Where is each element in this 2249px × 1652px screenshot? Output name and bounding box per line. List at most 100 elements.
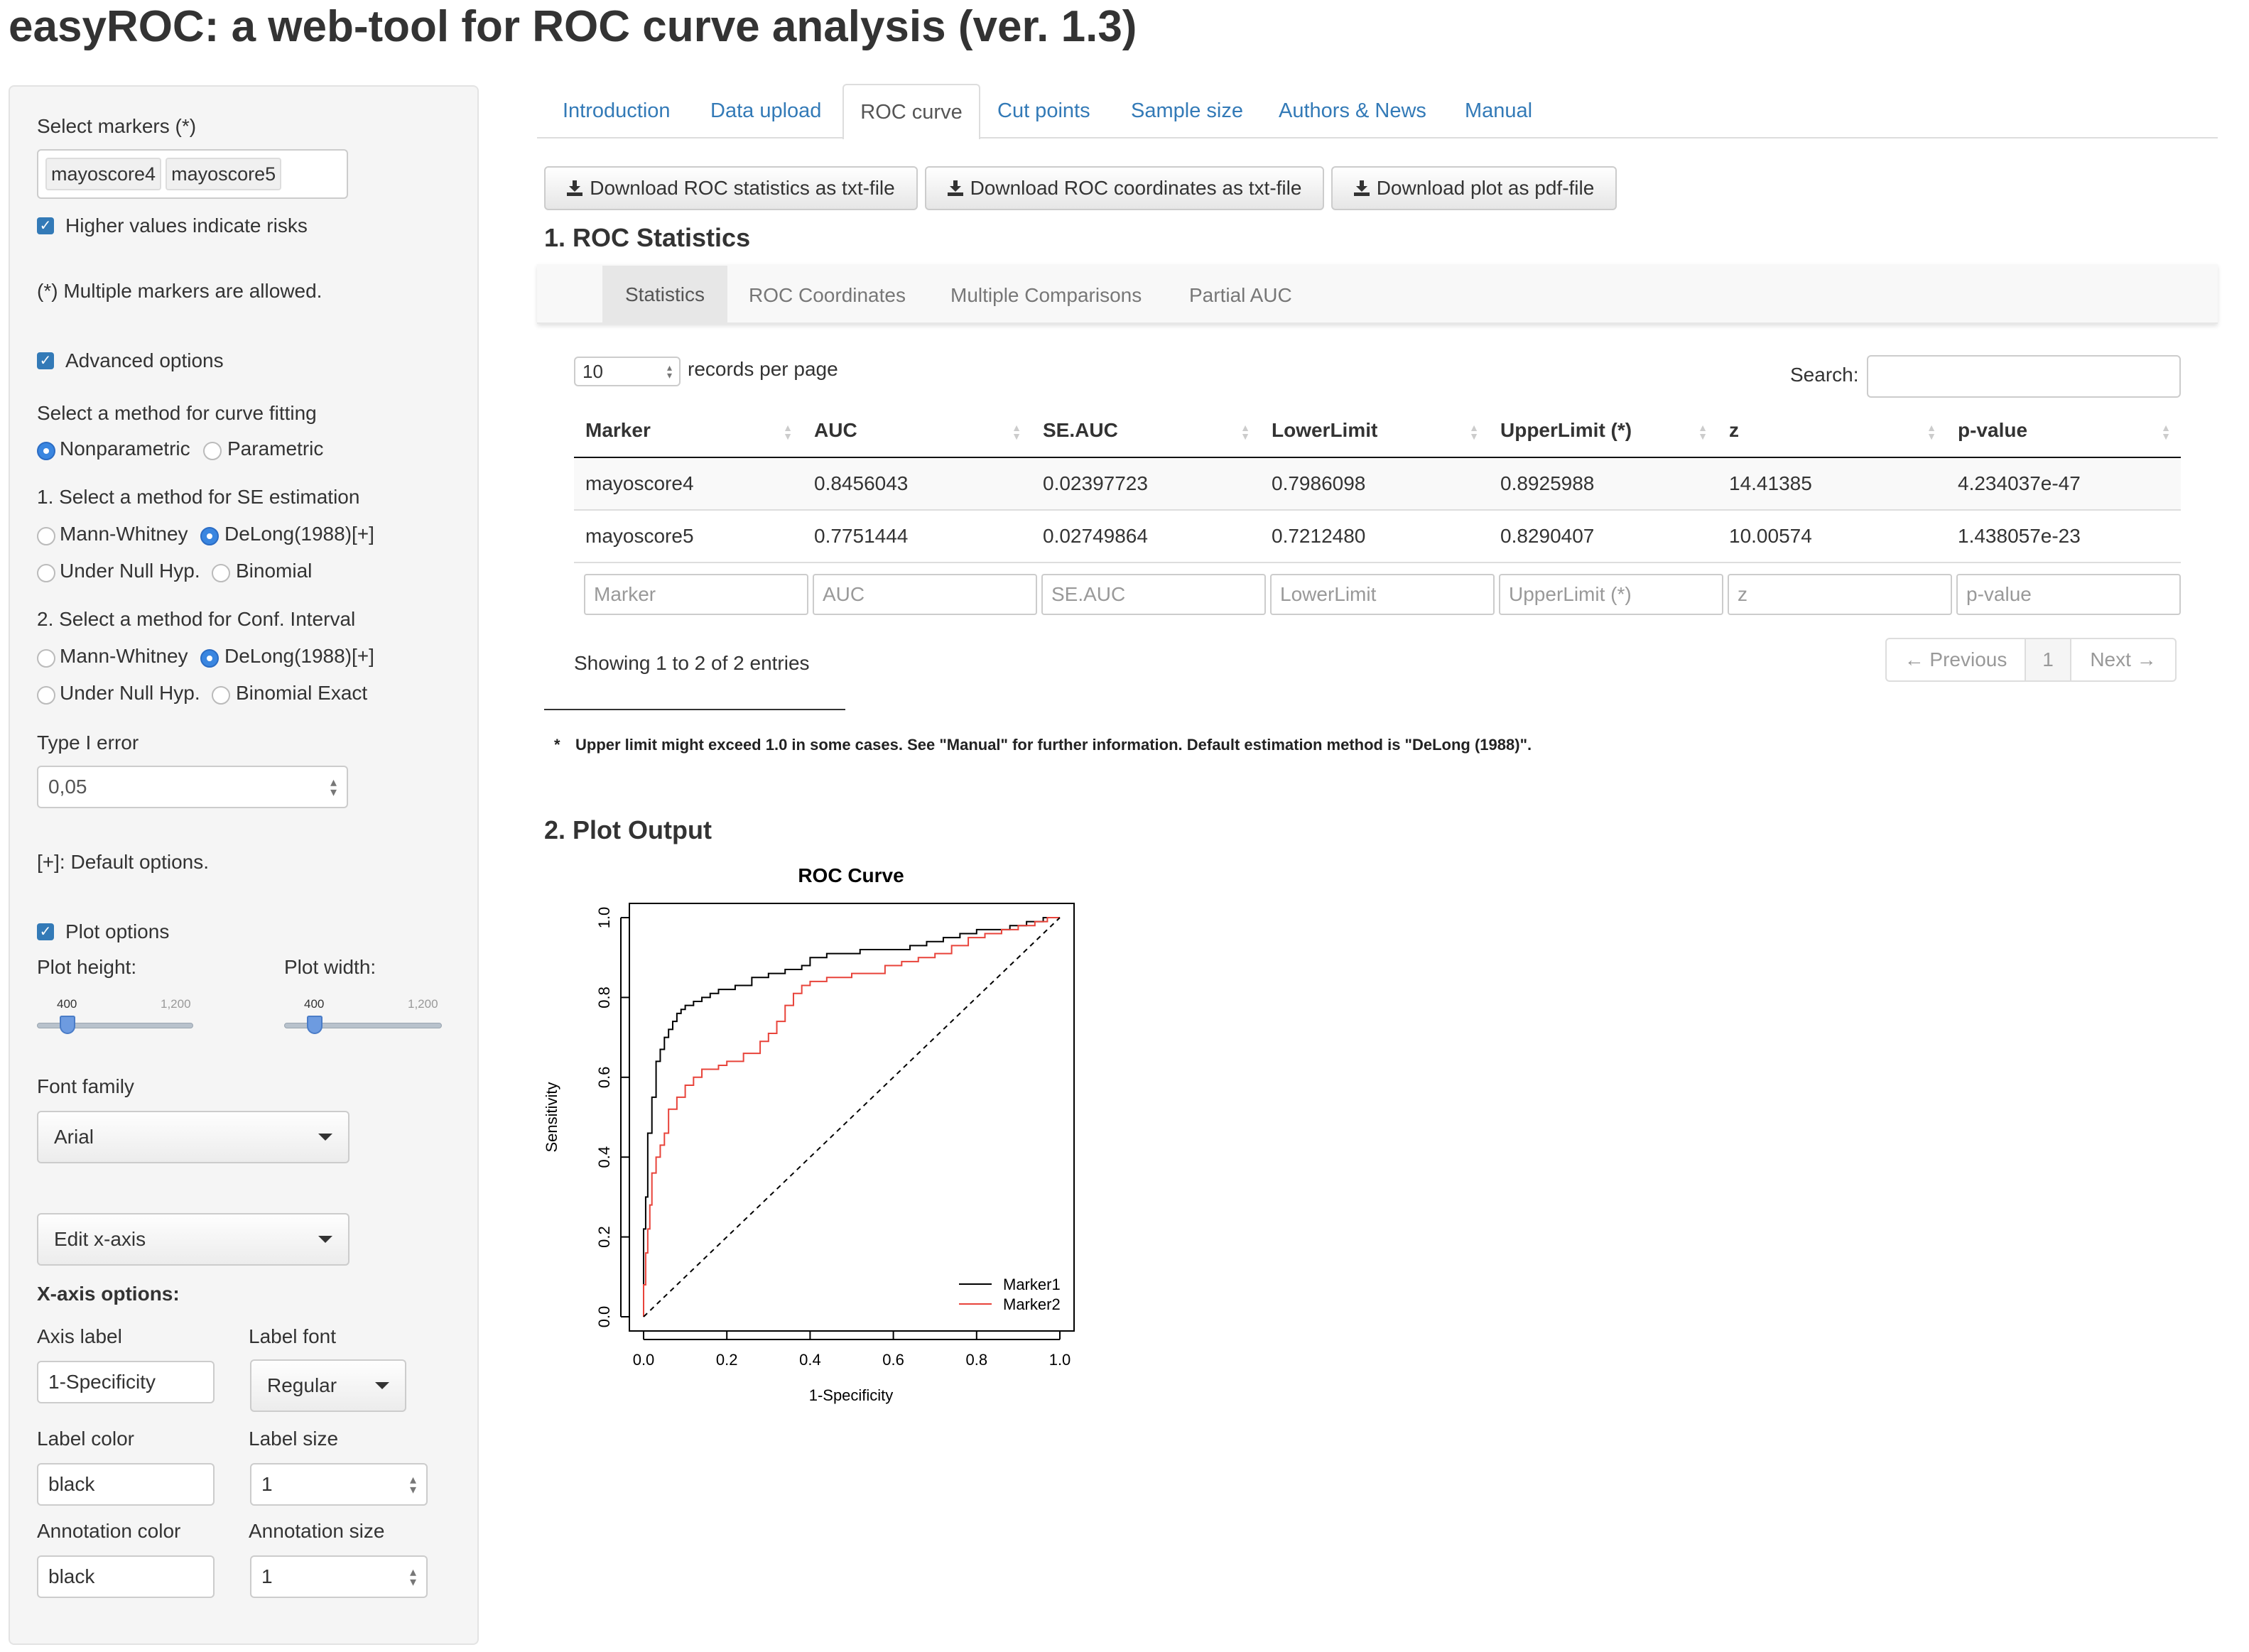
filter-auc-input[interactable]: AUC bbox=[813, 574, 1037, 615]
se-null-hyp-radio[interactable] bbox=[37, 564, 55, 582]
table-cell: mayoscore5 bbox=[574, 510, 803, 563]
table-row: mayoscore5 0.7751444 0.02749864 0.721248… bbox=[574, 510, 2181, 563]
tab-introduction[interactable]: Introduction bbox=[563, 99, 671, 122]
next-page-button[interactable]: Next → bbox=[2090, 648, 2157, 670]
records-per-page-select[interactable]: 10 ▴ ▾ bbox=[574, 357, 681, 386]
subtab-statistics[interactable]: Statistics bbox=[602, 266, 727, 324]
column-header-z[interactable]: z ▲ ▼ bbox=[1718, 403, 1946, 458]
search-input[interactable] bbox=[1867, 355, 2181, 398]
x-tick-label: 0.0 bbox=[633, 1351, 655, 1369]
tab-data-upload[interactable]: Data upload bbox=[710, 99, 822, 122]
filter-z-input[interactable]: z bbox=[1728, 574, 1952, 615]
table-cell: 0.02397723 bbox=[1031, 457, 1260, 511]
ci-mann-whitney-radio[interactable] bbox=[37, 649, 55, 668]
y-tick-label: 1.0 bbox=[595, 907, 613, 929]
column-header-lowerlimit[interactable]: LowerLimit ▲ ▼ bbox=[1260, 403, 1489, 458]
parametric-radio[interactable] bbox=[203, 442, 222, 460]
plot-height-slider-handle[interactable] bbox=[60, 1016, 75, 1034]
filter-p-value-input[interactable]: p-value bbox=[1956, 574, 2181, 615]
table-cell: 0.7751444 bbox=[803, 510, 1031, 563]
ci-null-hyp-radio[interactable] bbox=[37, 686, 55, 705]
axis-label-label: Axis label bbox=[37, 1325, 122, 1347]
showing-entries-text: Showing 1 to 2 of 2 entries bbox=[574, 652, 810, 674]
higher-values-checkbox[interactable]: ✓ bbox=[37, 217, 54, 234]
annotation-size-label: Annotation size bbox=[249, 1520, 385, 1542]
se-mann-whitney-radio[interactable] bbox=[37, 527, 55, 545]
y-axis: 0.0 0.2 0.4 0.6 0.8 1.0 bbox=[595, 907, 629, 1327]
column-header-auc[interactable]: AUC ▲ ▼ bbox=[803, 403, 1031, 458]
annotation-color-input[interactable]: black bbox=[37, 1555, 215, 1598]
subtab-multiple-comparisons[interactable]: Multiple Comparisons bbox=[950, 284, 1142, 306]
y-tick-label: 0.8 bbox=[595, 987, 613, 1009]
plot-height-slider[interactable] bbox=[37, 1023, 193, 1028]
se-delong-radio[interactable] bbox=[200, 527, 219, 545]
subtab-roc-coordinates[interactable]: ROC Coordinates bbox=[749, 284, 906, 306]
column-header-marker[interactable]: Marker ▲ ▼ bbox=[574, 403, 803, 458]
footnote-star: * bbox=[554, 736, 560, 754]
download-coords-button[interactable]: Download ROC coordinates as txt-file bbox=[925, 166, 1324, 210]
type1-error-input[interactable]: 0,05 ▴ ▾ bbox=[37, 766, 348, 808]
previous-page-button[interactable]: ← Previous bbox=[1887, 639, 2026, 680]
download-plot-button[interactable]: Download plot as pdf-file bbox=[1331, 166, 1617, 210]
advanced-options-checkbox[interactable]: ✓ bbox=[37, 352, 54, 369]
tab-roc-curve[interactable]: ROC curve bbox=[842, 84, 980, 139]
column-header-upperlimit[interactable]: UpperLimit (*) ▲ ▼ bbox=[1489, 403, 1718, 458]
ci-delong-label: DeLong(1988)[+] bbox=[224, 645, 374, 667]
table-cell: 10.00574 bbox=[1718, 510, 1946, 563]
annotation-size-input[interactable]: 1 ▴ ▾ bbox=[250, 1555, 428, 1598]
ci-binomial-exact-radio[interactable] bbox=[212, 686, 230, 705]
width-slider-value-label: 400 bbox=[304, 997, 325, 1011]
font-family-label: Font family bbox=[37, 1075, 134, 1097]
marker-tag[interactable]: mayoscore4 bbox=[45, 158, 162, 190]
filter-lowerlimit-input[interactable]: LowerLimit bbox=[1270, 574, 1495, 615]
label-color-label: Label color bbox=[37, 1428, 134, 1450]
marker-tag[interactable]: mayoscore5 bbox=[166, 158, 282, 190]
tab-manual[interactable]: Manual bbox=[1465, 99, 1533, 122]
markers-select-input[interactable]: mayoscore4 mayoscore5 bbox=[37, 149, 348, 199]
y-tick-label: 0.4 bbox=[595, 1146, 613, 1168]
roc-curve-chart: ROC Curve 0.0 0.2 0.4 0.6 0.8 1.0 0.00.20.40.… bbox=[543, 864, 1075, 1404]
chart-title: ROC Curve bbox=[798, 864, 904, 886]
sort-icon: ▲ ▼ bbox=[1012, 422, 1021, 442]
tab-sample-size[interactable]: Sample size bbox=[1131, 99, 1243, 122]
stepper-icon[interactable]: ▴ ▾ bbox=[409, 1565, 416, 1589]
axis-label-input[interactable]: 1-Specificity bbox=[37, 1361, 215, 1403]
page-1-button[interactable]: 1 bbox=[2026, 639, 2071, 680]
column-header-se-auc[interactable]: SE.AUC ▲ ▼ bbox=[1031, 403, 1260, 458]
label-font-select[interactable]: Regular bbox=[250, 1359, 406, 1412]
edit-axis-select[interactable]: Edit x-axis bbox=[37, 1213, 349, 1266]
column-header-p-value[interactable]: p-value ▲ ▼ bbox=[1946, 403, 2181, 458]
label-size-input[interactable]: 1 ▴ ▾ bbox=[250, 1463, 428, 1506]
font-family-select[interactable]: Arial bbox=[37, 1111, 349, 1163]
tab-cut-points[interactable]: Cut points bbox=[997, 99, 1090, 122]
table-row: mayoscore4 0.8456043 0.02397723 0.798609… bbox=[574, 457, 2181, 511]
download-icon bbox=[1353, 180, 1370, 196]
label-font-value: Regular bbox=[267, 1374, 337, 1396]
filter-marker-input[interactable]: Marker bbox=[584, 574, 808, 615]
sort-icon: ▲ ▼ bbox=[1240, 422, 1250, 442]
plot-options-checkbox[interactable]: ✓ bbox=[37, 923, 54, 940]
table-cell: 0.7212480 bbox=[1260, 510, 1489, 563]
filter-upperlimit-input[interactable]: UpperLimit (*) bbox=[1499, 574, 1723, 615]
nonparametric-radio[interactable] bbox=[37, 442, 55, 460]
plot-width-slider-handle[interactable] bbox=[307, 1016, 323, 1034]
y-axis-label: Sensitivity bbox=[543, 1082, 560, 1152]
filter-se-auc-input[interactable]: SE.AUC bbox=[1041, 574, 1266, 615]
label-color-input[interactable]: black bbox=[37, 1463, 215, 1506]
table-cell: 4.234037e-47 bbox=[1946, 457, 2181, 511]
download-plot-label: Download plot as pdf-file bbox=[1376, 177, 1595, 199]
se-method-label: 1. Select a method for SE estimation bbox=[37, 486, 360, 508]
stepper-icon[interactable]: ▴ ▾ bbox=[330, 775, 337, 799]
plot-width-slider[interactable] bbox=[284, 1023, 442, 1028]
stepper-icon[interactable]: ▴ ▾ bbox=[409, 1472, 416, 1496]
ci-delong-radio[interactable] bbox=[200, 649, 219, 668]
table-cell: 1.438057e-23 bbox=[1946, 510, 2181, 563]
download-stats-button[interactable]: Download ROC statistics as txt-file bbox=[544, 166, 918, 210]
se-binomial-radio[interactable] bbox=[212, 564, 230, 582]
plot-width-label: Plot width: bbox=[284, 956, 376, 978]
tab-authors-news[interactable]: Authors & News bbox=[1279, 99, 1426, 122]
pagination: ← Previous 1 Next → bbox=[1885, 638, 2177, 682]
series-layer bbox=[643, 917, 1061, 1317]
height-slider-max-label: 1,200 bbox=[161, 997, 191, 1011]
subtab-partial-auc[interactable]: Partial AUC bbox=[1189, 284, 1292, 306]
